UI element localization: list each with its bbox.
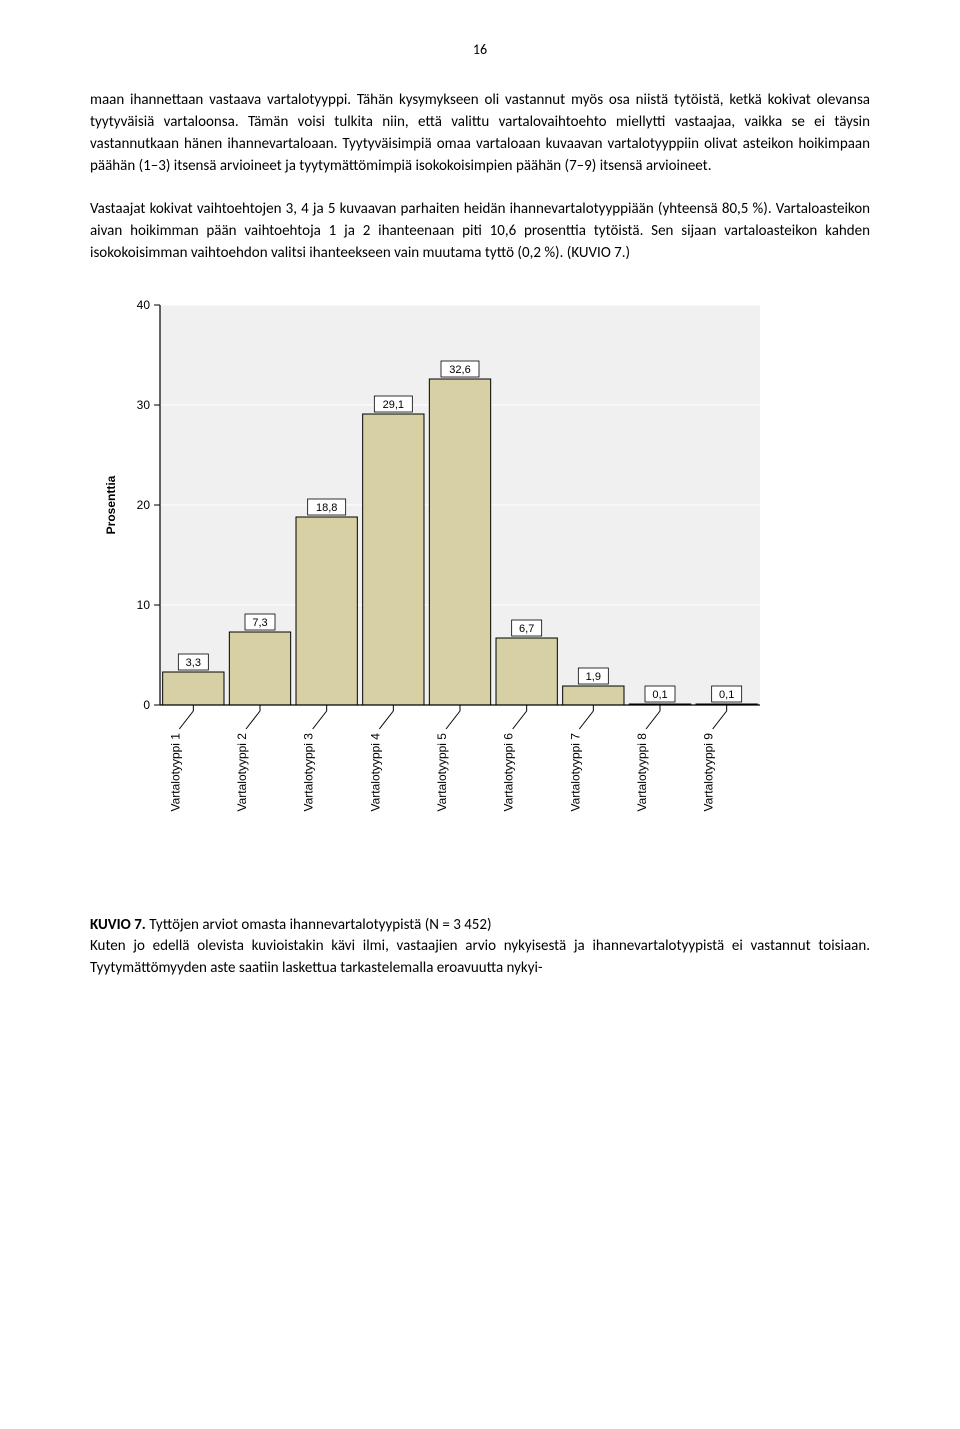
svg-text:30: 30: [137, 398, 151, 412]
bar-chart-svg: 3,3 7,3 18,8 29,1 32,6 6,7 1,9 0,1 0,1 0 10 20 30 40 P…: [90, 295, 790, 875]
svg-text:Vartalotyyppi 7: Vartalotyyppi 7: [568, 732, 582, 811]
svg-text:Vartalotyyppi 6: Vartalotyyppi 6: [502, 732, 516, 811]
svg-text:Vartalotyyppi 2: Vartalotyyppi 2: [235, 732, 249, 811]
bar-chart: 3,3 7,3 18,8 29,1 32,6 6,7 1,9 0,1 0,1 0 10 20 30 40 P…: [90, 295, 870, 875]
paragraph-3: Kuten jo edellä olevista kuvioistakin kä…: [90, 936, 870, 980]
page-number: 16: [90, 40, 870, 60]
svg-text:0,1: 0,1: [719, 689, 734, 701]
svg-text:Vartalotyyppi 8: Vartalotyyppi 8: [635, 732, 649, 811]
paragraph-1: maan ihannettaan vastaava vartalotyyppi.…: [90, 90, 870, 177]
svg-text:0: 0: [143, 698, 150, 712]
svg-text:32,6: 32,6: [449, 364, 470, 376]
svg-text:Vartalotyyppi 1: Vartalotyyppi 1: [168, 732, 182, 811]
caption-label: KUVIO 7.: [90, 916, 146, 934]
svg-text:Vartalotyyppi 3: Vartalotyyppi 3: [302, 732, 316, 811]
svg-text:Vartalotyyppi 4: Vartalotyyppi 4: [368, 732, 382, 811]
svg-text:Vartalotyyppi 5: Vartalotyyppi 5: [435, 732, 449, 811]
chart-caption: KUVIO 7. Tyttöjen arviot omasta ihanneva…: [90, 915, 870, 937]
caption-text: Tyttöjen arviot omasta ihannevartalotyyp…: [146, 916, 492, 934]
svg-text:40: 40: [137, 298, 151, 312]
paragraph-2: Vastaajat kokivat vaihtoehtojen 3, 4 ja …: [90, 199, 870, 264]
svg-text:20: 20: [137, 498, 151, 512]
svg-text:29,1: 29,1: [383, 399, 404, 411]
svg-text:7,3: 7,3: [252, 617, 267, 629]
svg-text:18,8: 18,8: [316, 502, 337, 514]
svg-text:Vartalotyyppi 9: Vartalotyyppi 9: [702, 732, 716, 811]
svg-text:1,9: 1,9: [586, 671, 601, 683]
svg-text:6,7: 6,7: [519, 623, 534, 635]
svg-text:10: 10: [137, 598, 151, 612]
svg-text:Prosenttia: Prosenttia: [104, 475, 118, 534]
svg-text:3,3: 3,3: [186, 657, 201, 669]
svg-text:0,1: 0,1: [652, 689, 667, 701]
